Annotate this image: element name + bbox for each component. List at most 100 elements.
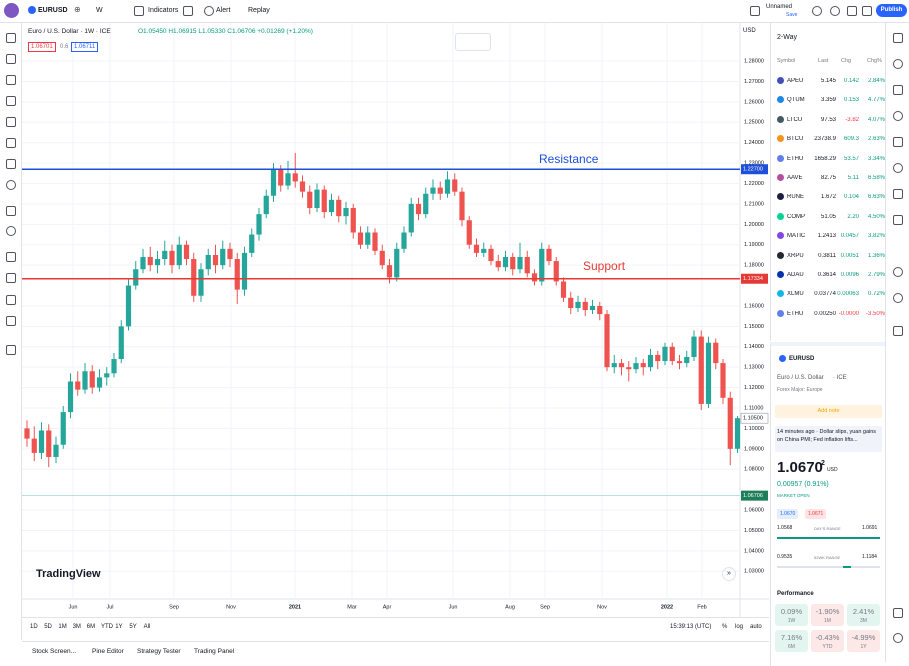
candle-body: [212, 254, 219, 266]
tool[interactable]: [6, 206, 16, 216]
watchlist-row[interactable]: QTUM 3.359 0.153 4.77%: [771, 91, 885, 109]
percent-toggle[interactable]: %: [722, 624, 728, 630]
tool[interactable]: [6, 226, 16, 236]
watchlist-row[interactable]: AAVE 82.75 5.11 6.58%: [771, 169, 885, 187]
watchlist-cell: 0.00250: [814, 310, 836, 317]
auto-toggle[interactable]: auto: [750, 624, 762, 630]
range-button[interactable]: 5Y: [129, 624, 137, 630]
candle-body: [531, 273, 538, 282]
ideas-button[interactable]: [893, 163, 903, 173]
object-tree-button[interactable]: [455, 33, 491, 51]
currency[interactable]: USD: [743, 28, 756, 34]
candle-body: [524, 256, 530, 274]
tool[interactable]: [6, 295, 16, 305]
range-button[interactable]: 1M: [58, 624, 67, 630]
indicators[interactable]: Indicators: [148, 7, 179, 14]
watermark[interactable]: TradingView: [36, 568, 101, 580]
templates-icon[interactable]: [183, 6, 193, 16]
log-toggle[interactable]: log: [735, 624, 744, 630]
level-tag: [741, 164, 768, 175]
range-button[interactable]: YTD: [101, 624, 113, 630]
watchlist-row[interactable]: ETHU 1658.29 53.57 3.34%: [771, 150, 885, 168]
hotlists-button[interactable]: [893, 111, 903, 121]
performance-period: 1W: [787, 618, 796, 624]
y-tick-label: 1.24000: [744, 140, 764, 146]
range-button[interactable]: 1D: [30, 624, 38, 630]
coin-icon: [777, 212, 784, 220]
data-window-button[interactable]: [893, 85, 903, 95]
range-button[interactable]: 1Y: [115, 624, 123, 630]
watchlist-row[interactable]: MATIC 1.2413 0.0457 3.82%: [771, 227, 885, 245]
watchlist-row[interactable]: XRPU 0.3811 0.0051 1.36%: [771, 247, 885, 265]
tool[interactable]: [6, 345, 16, 355]
search-icon[interactable]: [812, 6, 822, 16]
panel-tab[interactable]: Trading Panel: [194, 648, 235, 655]
panel-tab[interactable]: Stock Screen...: [32, 648, 77, 655]
panel-tab[interactable]: Strategy Tester: [137, 648, 181, 655]
add-symbol[interactable]: ⊕: [74, 5, 81, 14]
details-ask[interactable]: 1.0671: [805, 509, 827, 519]
y-tick-label: 1.18000: [744, 263, 764, 269]
watchlist-row[interactable]: ETHU 0.00250 -0.0000 -3.50%: [771, 305, 885, 323]
x-tick-label: Sep: [540, 604, 550, 610]
avatar[interactable]: [4, 3, 19, 18]
tool[interactable]: [6, 33, 16, 43]
watchlist-row[interactable]: XLMU 0.03774 0.00063 0.72%: [771, 285, 885, 303]
range-button[interactable]: 5D: [44, 624, 52, 630]
candle-body: [517, 256, 523, 270]
ask[interactable]: 1.06711: [71, 42, 99, 52]
panel-tab[interactable]: Pine Editor: [92, 648, 124, 655]
layout-checkbox[interactable]: [750, 6, 760, 16]
notifications-button[interactable]: [893, 293, 903, 303]
tool[interactable]: [6, 273, 16, 283]
alert-icon: [204, 6, 214, 16]
replay[interactable]: Replay: [248, 7, 270, 14]
candle-body: [727, 397, 733, 449]
candle-body: [394, 248, 400, 278]
watchlist-row[interactable]: COMP 51.05 2.20 4.50%: [771, 208, 885, 226]
watchlist-button[interactable]: [893, 33, 903, 43]
range-button[interactable]: All: [143, 624, 151, 630]
alerts-button[interactable]: [893, 59, 903, 69]
watchlist-cell: ADAU: [787, 272, 804, 278]
help-button[interactable]: [893, 633, 903, 643]
watchlist-row[interactable]: BTCU 23738.9 609.3 2.63%: [771, 130, 885, 148]
layout-name[interactable]: Unnamed: [766, 4, 793, 10]
layers-button[interactable]: [893, 608, 903, 618]
watchlist-title[interactable]: 2-Way: [777, 34, 797, 41]
chats-button[interactable]: [893, 215, 903, 225]
details-bid[interactable]: 1.0670: [777, 509, 799, 519]
tool[interactable]: [6, 316, 16, 326]
watchlist-cell: 23738.9: [814, 136, 836, 143]
streams-button[interactable]: [893, 267, 903, 277]
interval[interactable]: W: [96, 7, 103, 14]
tool[interactable]: [6, 180, 16, 190]
range-button[interactable]: 3M: [72, 624, 81, 630]
watchlist-row[interactable]: LTCU 97.53 -3.82 4.07%: [771, 111, 885, 129]
tool[interactable]: [6, 117, 16, 127]
range-button[interactable]: 6M: [86, 624, 96, 630]
watchlist-row[interactable]: ADAU 0.3614 0.0096 2.79%: [771, 266, 885, 284]
publish-button[interactable]: Publish: [876, 4, 907, 17]
alert[interactable]: Alert: [216, 7, 231, 14]
tool[interactable]: [6, 96, 16, 106]
order-panel-button[interactable]: [893, 326, 903, 336]
settings-icon[interactable]: [830, 6, 840, 16]
add-note[interactable]: Add note: [775, 405, 882, 418]
watchlist-row[interactable]: APEU 5.145 0.142 2.84%: [771, 72, 885, 90]
tool[interactable]: [6, 54, 16, 64]
news-button[interactable]: [893, 189, 903, 199]
candle-body: [669, 346, 675, 362]
watchlist-row[interactable]: RUNE 1.672 0.104 6.63%: [771, 188, 885, 206]
scroll-button[interactable]: »: [722, 567, 736, 581]
calendar-button[interactable]: [893, 137, 903, 147]
fullscreen-icon[interactable]: [847, 6, 857, 16]
tool[interactable]: [6, 75, 16, 85]
snapshot-icon[interactable]: [862, 6, 872, 16]
bid[interactable]: 1.06701: [28, 42, 56, 52]
tool[interactable]: [6, 138, 16, 148]
symbol[interactable]: EURUSD: [38, 7, 68, 14]
tool[interactable]: [6, 252, 16, 262]
news[interactable]: 14 minutes ago · Dollar slips, yuan gain…: [775, 426, 882, 452]
tool[interactable]: [6, 159, 16, 169]
